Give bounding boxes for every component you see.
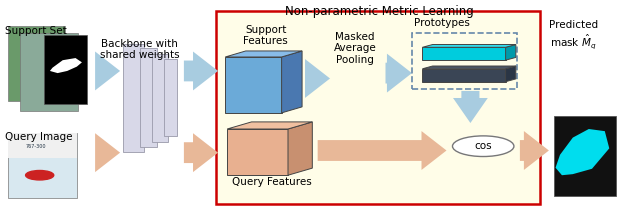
FancyBboxPatch shape <box>554 116 616 196</box>
Polygon shape <box>50 58 82 73</box>
Polygon shape <box>282 51 302 113</box>
Circle shape <box>26 170 54 180</box>
Polygon shape <box>422 66 516 69</box>
Text: Support
Features: Support Features <box>243 25 288 46</box>
FancyBboxPatch shape <box>44 35 87 104</box>
Text: 767-300: 767-300 <box>26 144 46 149</box>
Circle shape <box>452 136 514 157</box>
FancyBboxPatch shape <box>8 133 77 158</box>
Polygon shape <box>225 57 282 113</box>
FancyBboxPatch shape <box>123 44 144 152</box>
Text: Support Set: Support Set <box>5 26 67 36</box>
FancyBboxPatch shape <box>140 48 157 147</box>
Text: Prototypes: Prototypes <box>413 18 470 28</box>
Polygon shape <box>422 69 506 82</box>
FancyBboxPatch shape <box>20 33 78 111</box>
Polygon shape <box>227 129 288 175</box>
Polygon shape <box>506 66 516 82</box>
FancyBboxPatch shape <box>216 11 540 204</box>
Polygon shape <box>556 129 609 175</box>
Text: cos: cos <box>474 141 492 151</box>
FancyBboxPatch shape <box>8 133 77 198</box>
Text: Predicted
mask $\hat{M}_q$: Predicted mask $\hat{M}_q$ <box>549 20 598 51</box>
Text: Non-parametric Metric Learning: Non-parametric Metric Learning <box>285 5 474 18</box>
Polygon shape <box>225 51 302 57</box>
Text: Masked
Average
Pooling: Masked Average Pooling <box>334 32 376 65</box>
Polygon shape <box>506 45 516 60</box>
FancyBboxPatch shape <box>8 26 65 101</box>
Polygon shape <box>288 122 312 175</box>
Polygon shape <box>422 47 506 60</box>
FancyBboxPatch shape <box>152 54 168 142</box>
Text: Query Image: Query Image <box>5 132 72 141</box>
Text: Query Features: Query Features <box>232 177 312 187</box>
Polygon shape <box>422 45 516 47</box>
FancyBboxPatch shape <box>164 59 177 136</box>
Text: Backbone with
shared weights: Backbone with shared weights <box>100 39 179 60</box>
Polygon shape <box>227 122 312 129</box>
